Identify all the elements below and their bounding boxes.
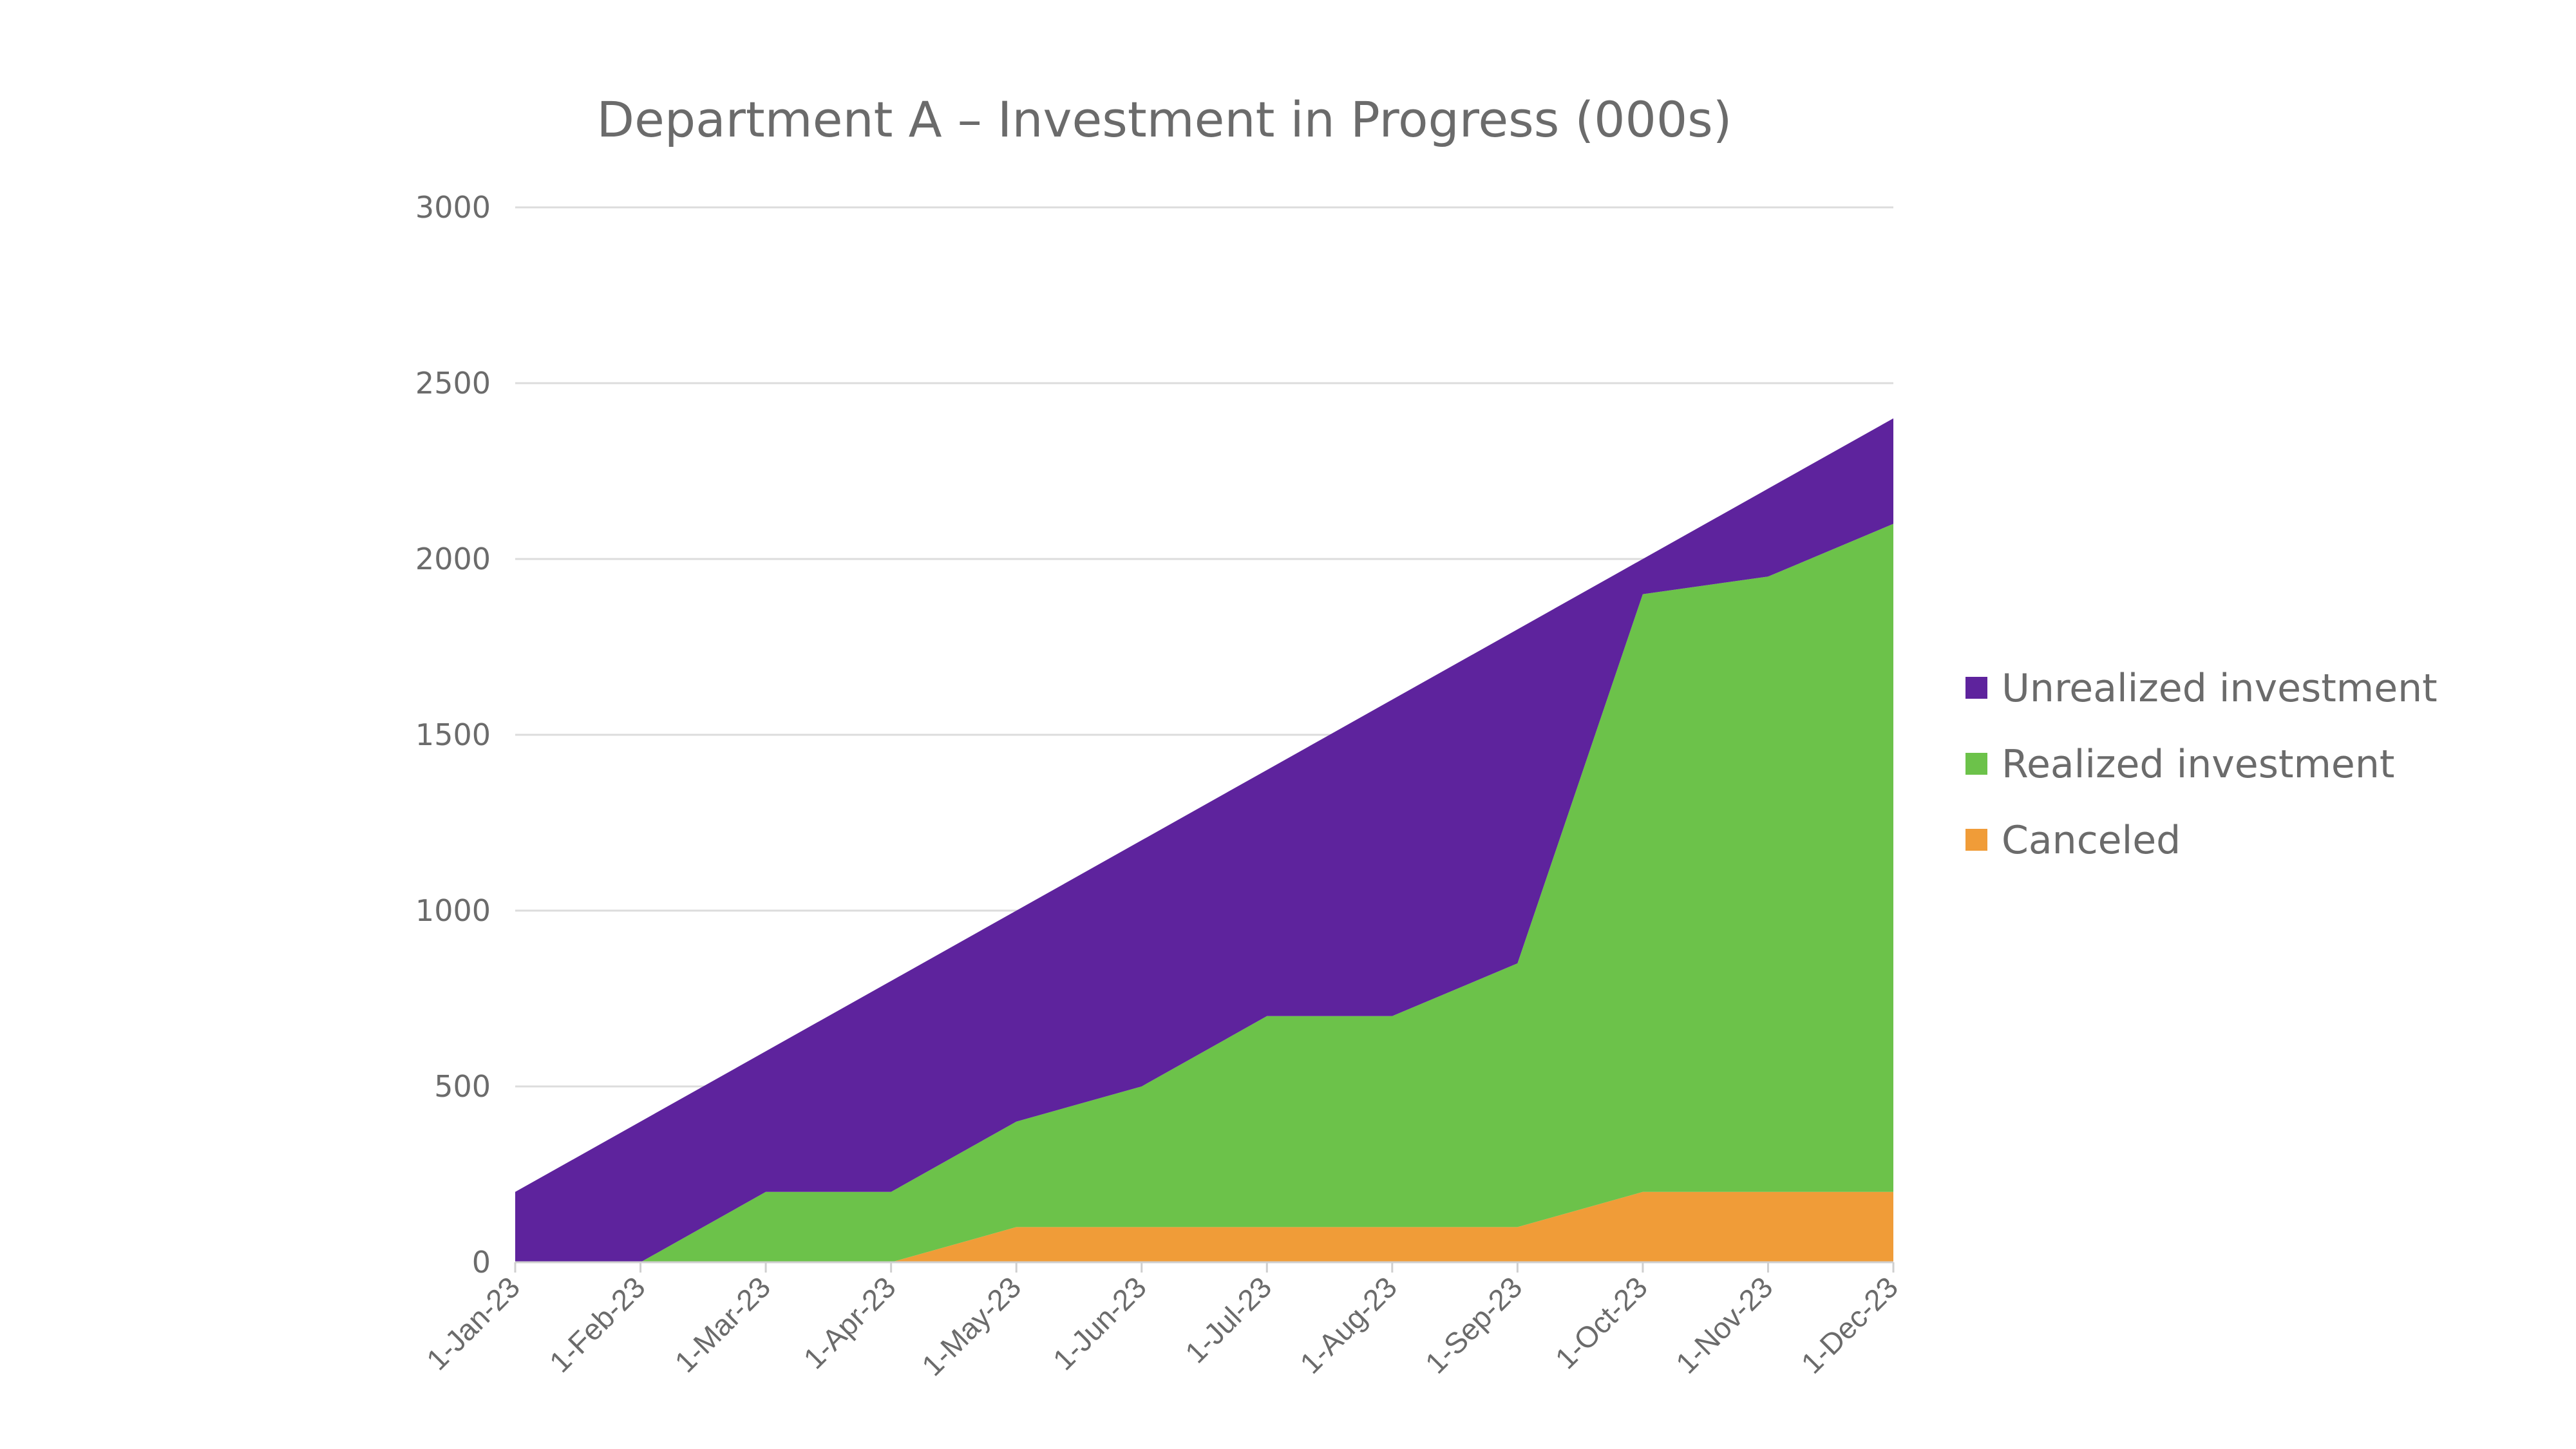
plot-areas [515,418,1893,1262]
y-tick-label: 500 [434,1069,491,1104]
x-tick-label: 1-Nov-23 [1669,1270,1779,1380]
area-realized-investment [515,524,1893,1262]
x-tick-label: 1-Jul-23 [1179,1270,1278,1369]
y-tick-label: 2000 [415,542,491,576]
x-tick-label: 1-Dec-23 [1795,1270,1905,1380]
x-tick-label: 1-Apr-23 [797,1270,902,1375]
legend-label-unrealized-investment: Unrealized investment [2002,666,2438,711]
x-tick-label: 1-Jun-23 [1046,1270,1153,1376]
x-tick-label: 1-Sep-23 [1419,1270,1529,1380]
x-tick-label: 1-Feb-23 [543,1270,652,1379]
y-tick-label: 3000 [415,190,491,225]
chart-title: Department A – Investment in Progress (0… [597,91,1732,148]
y-tick-label: 0 [472,1245,491,1280]
legend-swatch-canceled [1965,829,1987,851]
legend-swatch-unrealized-investment [1965,677,1987,699]
y-tick-label: 1000 [415,893,491,928]
y-tick-label: 1500 [415,717,491,752]
area-unrealized-investment [515,418,1893,1262]
legend-swatch-realized-investment [1965,753,1987,775]
x-tick-label: 1-May-23 [915,1270,1027,1382]
legend-label-canceled: Canceled [2002,818,2181,863]
x-tick-label: 1-Mar-23 [668,1270,777,1379]
gridlines: 0 500 1000 1500 2000 2500 3000 [415,190,1893,1280]
y-tick-label: 2500 [415,366,491,401]
x-tick-label: 1-Oct-23 [1549,1270,1654,1375]
x-tick-label: 1-Jan-23 [420,1270,526,1376]
axes: 1-Jan-23 1-Feb-23 1-Mar-23 1-Apr-23 1-May-23… [420,1261,1905,1382]
x-tick-label: 1-Aug-23 [1293,1270,1403,1380]
legend-label-realized-investment: Realized investment [2002,742,2394,787]
legend: Unrealized investment Realized investment… [1965,666,2438,863]
